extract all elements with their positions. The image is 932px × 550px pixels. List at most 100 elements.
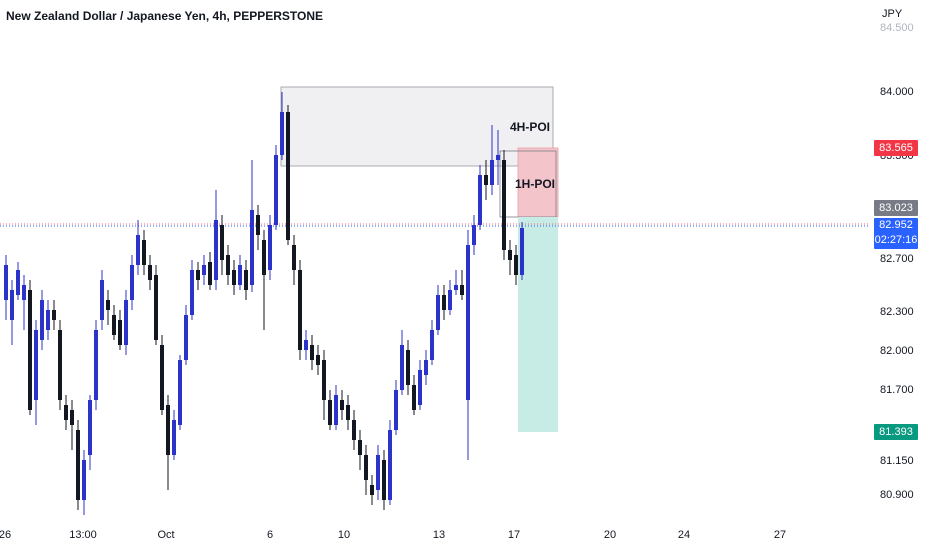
candle-body <box>334 395 338 425</box>
target-zone[interactable] <box>518 217 558 432</box>
candle-body <box>316 355 320 365</box>
candle-body <box>196 270 200 280</box>
candle-body <box>28 290 32 410</box>
candle-body <box>142 240 146 265</box>
candle-body <box>22 285 26 300</box>
candle-body <box>286 112 290 240</box>
candle-body <box>484 175 488 185</box>
candle-body <box>460 285 464 295</box>
target-price-tag[interactable]: 81.393 <box>874 424 918 440</box>
price-axis-label: 82.700 <box>880 253 914 265</box>
candle-body <box>322 360 326 400</box>
time-axis-label: 27 <box>773 529 787 541</box>
candle-body <box>430 330 434 360</box>
candle-body <box>10 290 14 320</box>
candle-body <box>310 345 314 360</box>
candle-body <box>16 270 20 295</box>
chart-title: New Zealand Dollar / Japanese Yen, 4h, P… <box>6 9 324 23</box>
price-axis-top: 84.500 <box>880 22 914 34</box>
candle-body <box>40 300 44 340</box>
time-axis-label: 17 <box>507 529 521 541</box>
candle-body <box>232 270 236 285</box>
current-price-tag[interactable]: 82.952 02:27:16 <box>874 218 918 249</box>
candle-body <box>340 400 344 410</box>
poi-4h-zone[interactable] <box>280 86 554 167</box>
candle-body <box>244 270 248 290</box>
candle-body <box>364 455 368 480</box>
price-axis-label: 81.700 <box>880 384 914 396</box>
candle-body <box>352 420 356 440</box>
candle-body <box>520 228 524 275</box>
candle-body <box>94 330 98 400</box>
candle-body <box>178 360 182 425</box>
candle-body <box>160 345 164 410</box>
stop-price-tag[interactable]: 83.565 <box>874 140 918 156</box>
candlestick-series <box>4 92 524 515</box>
candle-body <box>400 345 404 390</box>
candle-body <box>436 295 440 330</box>
entry-price-tag[interactable]: 83.023 <box>874 200 918 216</box>
candle-body <box>34 330 38 400</box>
candle-body <box>424 360 428 375</box>
time-axis-label: 10 <box>337 529 351 541</box>
candle-body <box>112 315 116 335</box>
candle-body <box>472 225 476 245</box>
candle-body <box>202 265 206 275</box>
time-axis-label: 13:00 <box>69 529 97 541</box>
candle-body <box>388 430 392 500</box>
candle-body <box>88 400 92 455</box>
price-axis-label: 84.000 <box>880 86 914 98</box>
candle-body <box>214 220 218 280</box>
time-axis-label: 24 <box>677 529 691 541</box>
current-price-value: 82.952 <box>879 219 913 231</box>
candle-body <box>274 155 278 225</box>
candle-body <box>490 160 494 185</box>
candle-body <box>130 265 134 300</box>
candle-body <box>394 390 398 430</box>
candle-body <box>292 245 296 270</box>
price-axis-label: 82.000 <box>880 345 914 357</box>
candle-body <box>358 440 362 455</box>
candle-body <box>508 250 512 260</box>
candle-body <box>298 270 302 350</box>
poi-1h-zone[interactable] <box>517 147 559 218</box>
currency-label: JPY <box>882 8 903 20</box>
candle-body <box>76 430 80 500</box>
candle-body <box>100 280 104 320</box>
time-axis-label: 20 <box>603 529 617 541</box>
poi-4h-label: 4H-POI <box>510 120 551 134</box>
candle-body <box>226 255 230 275</box>
price-axis-label: 82.300 <box>880 306 914 318</box>
candle-body <box>190 270 194 315</box>
time-axis-label: 26 <box>0 529 12 541</box>
candle-body <box>118 320 122 345</box>
candle-body <box>496 155 500 160</box>
bar-countdown: 02:27:16 <box>874 234 918 246</box>
candle-body <box>478 175 482 225</box>
candle-body <box>514 255 518 275</box>
candle-body <box>418 370 422 405</box>
candle-body <box>268 225 272 270</box>
candle-body <box>52 310 56 320</box>
candle-body <box>220 225 224 260</box>
candle-body <box>412 385 416 410</box>
candle-body <box>106 300 110 310</box>
candle-body <box>70 410 74 425</box>
candle-body <box>448 290 452 310</box>
candle-body <box>256 215 260 235</box>
candle-body <box>370 485 374 495</box>
time-axis-label: 13 <box>432 529 446 541</box>
candle-body <box>406 350 410 385</box>
time-axis-label: 6 <box>266 529 274 541</box>
candle-body <box>304 340 308 350</box>
candle-body <box>328 400 332 425</box>
candle-body <box>4 265 8 300</box>
candle-body <box>238 265 242 285</box>
candle-body <box>58 330 62 400</box>
price-axis-label: 81.150 <box>880 455 914 467</box>
candle-body <box>454 285 458 290</box>
candle-body <box>250 210 254 285</box>
candle-body <box>376 455 380 490</box>
candle-body <box>82 460 86 500</box>
